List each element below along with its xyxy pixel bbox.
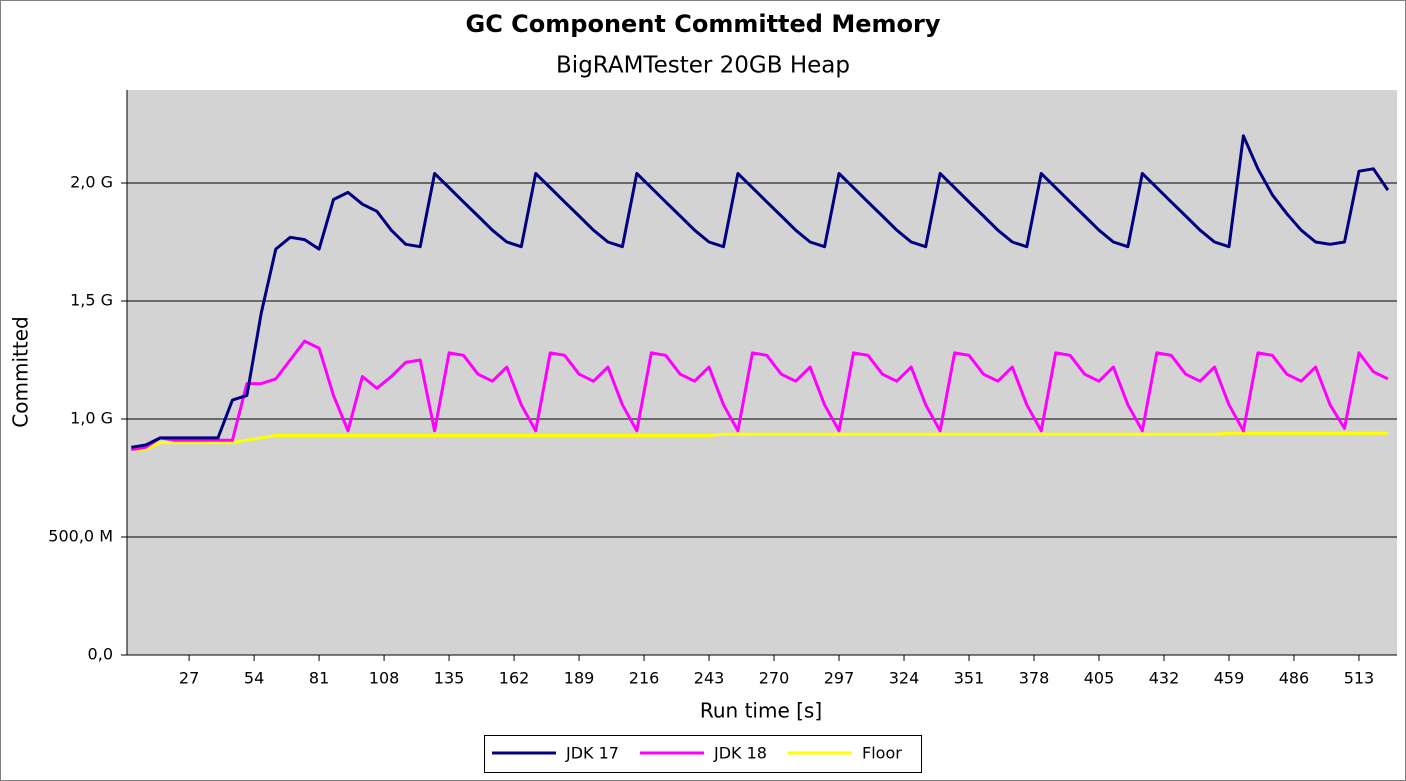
y-tick-label: 2,0 G (70, 172, 113, 191)
plot-area (127, 90, 1397, 655)
x-tick-label: 243 (694, 669, 725, 688)
y-axis-label: Committed (9, 316, 33, 427)
series-line (131, 339, 1389, 452)
y-tick-label: 500,0 M (48, 526, 113, 545)
x-tick-label: 216 (629, 669, 660, 688)
legend-label: Floor (862, 744, 902, 763)
x-tick-label: 351 (954, 669, 985, 688)
y-tick-label: 0,0 (88, 645, 113, 664)
x-axis-label: Run time [s] (700, 699, 822, 723)
x-tick-label: 459 (1214, 669, 1245, 688)
y-tick-label: 1,0 G (70, 408, 113, 427)
x-tick-label: 162 (499, 669, 530, 688)
x-tick-label: 513 (1344, 669, 1375, 688)
x-tick-label: 189 (564, 669, 595, 688)
x-tick-label: 378 (1019, 669, 1050, 688)
chart-subtitle: BigRAMTester 20GB Heap (556, 53, 850, 79)
series-line (131, 134, 1390, 449)
chart-title: GC Component Committed Memory (466, 10, 941, 38)
x-tick-label: 405 (1084, 669, 1115, 688)
x-tick-label: 297 (824, 669, 855, 688)
legend-label: JDK 17 (565, 744, 619, 763)
y-tick-label: 1,5 G (70, 290, 113, 309)
x-tick-label: 108 (369, 669, 400, 688)
legend-label: JDK 18 (713, 744, 767, 763)
x-tick-label: 81 (309, 669, 329, 688)
x-tick-label: 486 (1279, 669, 1310, 688)
x-tick-label: 432 (1149, 669, 1180, 688)
x-tick-label: 324 (889, 669, 920, 688)
x-tick-label: 135 (434, 669, 465, 688)
x-tick-label: 270 (759, 669, 790, 688)
x-tick-label: 27 (179, 669, 199, 688)
series-line (131, 431, 1388, 452)
x-tick-label: 54 (244, 669, 264, 688)
